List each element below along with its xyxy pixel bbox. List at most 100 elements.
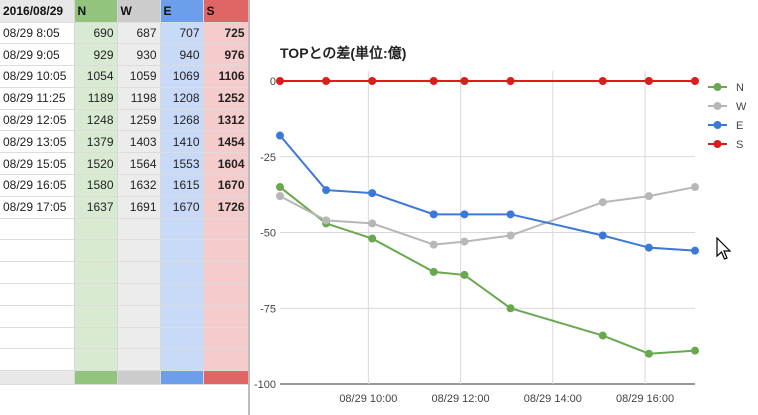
- empty-cell[interactable]: [160, 348, 204, 372]
- table-cell[interactable]: 1054: [74, 65, 118, 88]
- empty-cell[interactable]: [203, 283, 249, 306]
- series-W-point[interactable]: [691, 183, 699, 192]
- empty-cell[interactable]: [160, 327, 204, 350]
- empty-cell[interactable]: [117, 348, 161, 372]
- empty-cell[interactable]: [203, 261, 249, 285]
- series-W-point[interactable]: [644, 192, 653, 201]
- table-cell[interactable]: 1069: [160, 65, 204, 88]
- series-S-point[interactable]: [276, 77, 284, 85]
- series-S-point[interactable]: [322, 77, 331, 85]
- series-E-point[interactable]: [644, 243, 653, 252]
- series-W-point[interactable]: [460, 237, 469, 246]
- legend-item-E[interactable]: E: [708, 120, 743, 132]
- table-cell[interactable]: 725: [203, 22, 249, 45]
- table-cell[interactable]: 1059: [117, 65, 161, 88]
- table-cell[interactable]: 1691: [117, 196, 161, 219]
- series-N-point[interactable]: [506, 304, 515, 313]
- table-cell[interactable]: 1670: [160, 196, 204, 219]
- table-cell[interactable]: 1726: [203, 196, 249, 219]
- table-cell[interactable]: 08/29 12:05: [0, 109, 75, 132]
- series-E-point[interactable]: [460, 210, 469, 219]
- table-cell[interactable]: 08/29 10:05: [0, 65, 75, 88]
- table-cell[interactable]: 1403: [117, 130, 161, 154]
- empty-cell[interactable]: [160, 239, 204, 263]
- table-cell[interactable]: 930: [117, 43, 161, 67]
- table-cell[interactable]: 08/29 9:05: [0, 43, 75, 67]
- table-cell[interactable]: 1553: [160, 152, 204, 176]
- series-N-point[interactable]: [598, 331, 607, 340]
- legend-item-S[interactable]: S: [708, 139, 743, 151]
- table-cell[interactable]: 1604: [203, 152, 249, 176]
- series-E-point[interactable]: [691, 246, 699, 255]
- table-cell[interactable]: 1198: [117, 87, 161, 110]
- table-cell[interactable]: 1268: [160, 109, 204, 132]
- table-cell[interactable]: 08/29 17:05: [0, 196, 75, 219]
- empty-cell[interactable]: [0, 283, 75, 306]
- table-cell[interactable]: 08/29 11:25: [0, 87, 75, 110]
- table-cell[interactable]: 690: [74, 22, 118, 45]
- series-S-point[interactable]: [368, 77, 377, 85]
- table-cell[interactable]: 707: [160, 22, 204, 45]
- empty-cell[interactable]: [74, 261, 118, 285]
- empty-cell[interactable]: [117, 239, 161, 263]
- empty-cell[interactable]: [203, 348, 249, 372]
- table-cell[interactable]: 1248: [74, 109, 118, 132]
- series-S-point[interactable]: [691, 77, 699, 85]
- empty-cell[interactable]: [74, 239, 118, 263]
- series-E-point[interactable]: [429, 210, 438, 219]
- series-W-point[interactable]: [368, 219, 377, 228]
- series-W-point[interactable]: [322, 216, 331, 225]
- series-N-point[interactable]: [429, 267, 438, 276]
- series-S-point[interactable]: [506, 77, 515, 85]
- empty-cell[interactable]: [0, 305, 75, 328]
- series-N-point[interactable]: [691, 346, 699, 355]
- series-W-point[interactable]: [506, 231, 515, 240]
- table-cell[interactable]: 1208: [160, 87, 204, 110]
- table-cell[interactable]: 1637: [74, 196, 118, 219]
- series-E-point[interactable]: [322, 186, 331, 195]
- legend-item-N[interactable]: N: [708, 82, 744, 94]
- table-cell[interactable]: 1259: [117, 109, 161, 132]
- table-cell[interactable]: 1379: [74, 130, 118, 154]
- table-cell[interactable]: 687: [117, 22, 161, 45]
- empty-cell[interactable]: [74, 305, 118, 328]
- empty-cell[interactable]: [160, 305, 204, 328]
- empty-cell[interactable]: [203, 218, 249, 241]
- series-S-point[interactable]: [429, 77, 438, 85]
- empty-cell[interactable]: [117, 261, 161, 285]
- empty-cell[interactable]: [74, 327, 118, 350]
- empty-cell[interactable]: [0, 239, 75, 263]
- table-cell[interactable]: 1615: [160, 174, 204, 197]
- column-header[interactable]: W: [117, 0, 161, 23]
- pane-divider[interactable]: [248, 0, 250, 415]
- column-header[interactable]: S: [203, 0, 249, 23]
- table-cell[interactable]: 1106: [203, 65, 249, 88]
- table-cell[interactable]: 929: [74, 43, 118, 67]
- table-cell[interactable]: 1410: [160, 130, 204, 154]
- series-S-point[interactable]: [598, 77, 607, 85]
- series-E-point[interactable]: [598, 231, 607, 240]
- empty-cell[interactable]: [160, 283, 204, 306]
- table-cell[interactable]: 1312: [203, 109, 249, 132]
- table-cell[interactable]: 1580: [74, 174, 118, 197]
- series-E-point[interactable]: [276, 131, 284, 140]
- empty-cell[interactable]: [74, 283, 118, 306]
- empty-cell[interactable]: [0, 218, 75, 241]
- empty-cell[interactable]: [160, 218, 204, 241]
- empty-cell[interactable]: [203, 305, 249, 328]
- table-cell[interactable]: 976: [203, 43, 249, 67]
- empty-cell[interactable]: [117, 327, 161, 350]
- table-cell[interactable]: 08/29 13:05: [0, 130, 75, 154]
- series-S-point[interactable]: [460, 77, 469, 85]
- series-N-point[interactable]: [460, 270, 469, 279]
- empty-cell[interactable]: [203, 239, 249, 263]
- series-N-point[interactable]: [644, 349, 653, 358]
- empty-cell[interactable]: [0, 327, 75, 350]
- empty-cell[interactable]: [203, 327, 249, 350]
- series-S-point[interactable]: [644, 77, 653, 85]
- table-cell[interactable]: 940: [160, 43, 204, 67]
- table-cell[interactable]: 08/29 16:05: [0, 174, 75, 197]
- column-header[interactable]: 2016/08/29: [0, 0, 75, 23]
- table-cell[interactable]: 08/29 8:05: [0, 22, 75, 45]
- empty-cell[interactable]: [117, 283, 161, 306]
